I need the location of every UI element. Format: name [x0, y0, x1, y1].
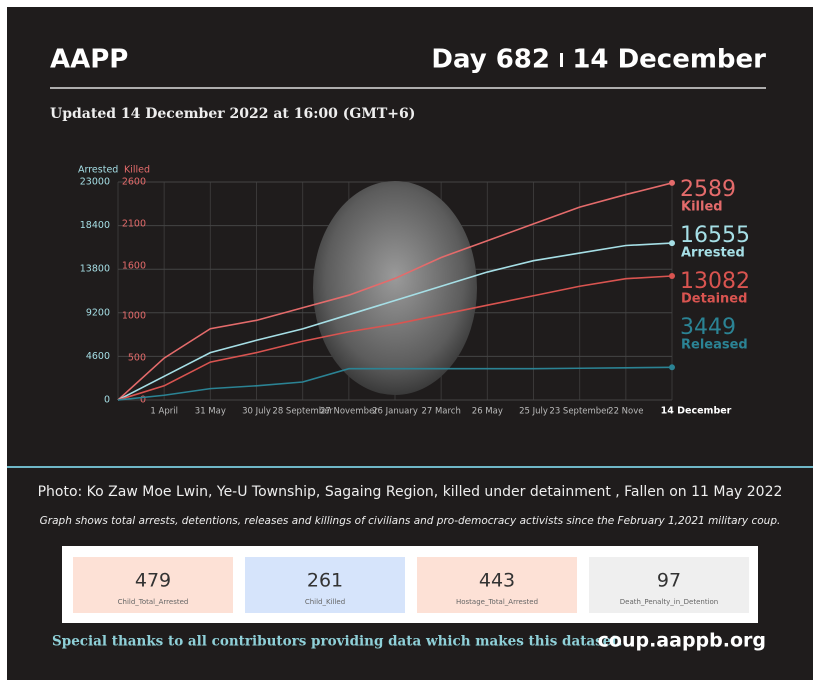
y2-tick-label: 2100 [122, 218, 146, 229]
y2-axis-title: Killed [124, 165, 150, 176]
y2-tick-label: 1000 [122, 311, 146, 322]
series-line [117, 242, 673, 401]
brand: AAPP [50, 45, 128, 75]
stats: 479 Child_Total_Arrested 261 Child_Killed 44… [73, 557, 749, 613]
x-tick-label: 31 May [195, 407, 226, 417]
y-tick-label: 9200 [86, 307, 110, 318]
series-line [117, 182, 673, 401]
y-axis-title: Arrested [78, 165, 118, 176]
x-tick-label: 25 July [519, 407, 548, 417]
end-name: Released [681, 338, 748, 353]
end-value: 13082 [680, 269, 750, 294]
end-value: 3449 [680, 315, 736, 340]
y-tick-label: 23000 [80, 177, 110, 188]
stat-value: 443 [479, 570, 515, 592]
caption: Photo: Ko Zaw Moe Lwin, Ye-U Township, S… [38, 484, 783, 500]
site: coup.aappb.org [598, 630, 766, 652]
stat-value: 97 [657, 570, 681, 592]
y-tick-label: 4600 [86, 351, 110, 362]
end-value: 16555 [680, 223, 750, 248]
photo [313, 181, 477, 395]
thanks: Special thanks to all contributors provi… [52, 634, 622, 650]
divider [560, 53, 563, 67]
end-name: Detained [681, 292, 747, 307]
y2-tick-label: 500 [128, 353, 146, 364]
stat-value: 261 [307, 570, 343, 592]
x-tick-label: 23 September [549, 407, 610, 417]
date: 14 December [572, 45, 766, 75]
stat-card [245, 557, 405, 613]
stat-label: Child_Killed [305, 598, 345, 606]
chart: 0 4600 9200 13800 18400 23000 0 500 1000 1600 2100… [78, 165, 750, 417]
series-line [117, 275, 673, 401]
end-dot [669, 240, 675, 247]
stat-label: Child_Total_Arrested [118, 598, 189, 606]
stat-card [417, 557, 577, 613]
y-tick-label: 18400 [80, 220, 110, 231]
note: Graph shows total arrests, detentions, r… [40, 515, 781, 527]
end-name: Killed [681, 200, 723, 215]
x-tick-label: 14 December [661, 406, 732, 417]
stat-label: Hostage_Total_Arrested [456, 598, 538, 606]
x-tick-label: 26 January [372, 407, 418, 417]
x-tick-label: 26 May [472, 407, 503, 417]
stat-value: 479 [135, 570, 171, 592]
x-tick-label: 27 March [421, 407, 460, 417]
series-line [117, 366, 673, 401]
y-tick-label: 0 [104, 395, 110, 406]
x-tick-label: 22 Nove [608, 407, 643, 417]
y-tick-label: 13800 [80, 264, 110, 275]
end-name: Arrested [681, 246, 745, 261]
x-tick-label: 1 April [150, 407, 178, 417]
y2-tick-label: 0 [140, 395, 146, 406]
end-value: 2589 [680, 177, 736, 202]
y2-tick-label: 1600 [122, 260, 146, 271]
end-dot [669, 273, 675, 280]
day: Day 682 [431, 45, 550, 75]
x-tick-label: 30 July [242, 407, 271, 417]
stat-card [589, 557, 749, 613]
end-dot [669, 364, 675, 371]
stat-card [73, 557, 233, 613]
x-tick-label: 27 November [320, 407, 378, 417]
end-dot [669, 179, 675, 186]
updated: Updated 14 December 2022 at 16:00 (GMT+6… [50, 106, 415, 122]
stat-label: Death_Penalty_in_Detention [620, 598, 718, 606]
y2-tick-label: 2600 [122, 177, 146, 188]
x-tick-label: 28 September [272, 407, 333, 417]
